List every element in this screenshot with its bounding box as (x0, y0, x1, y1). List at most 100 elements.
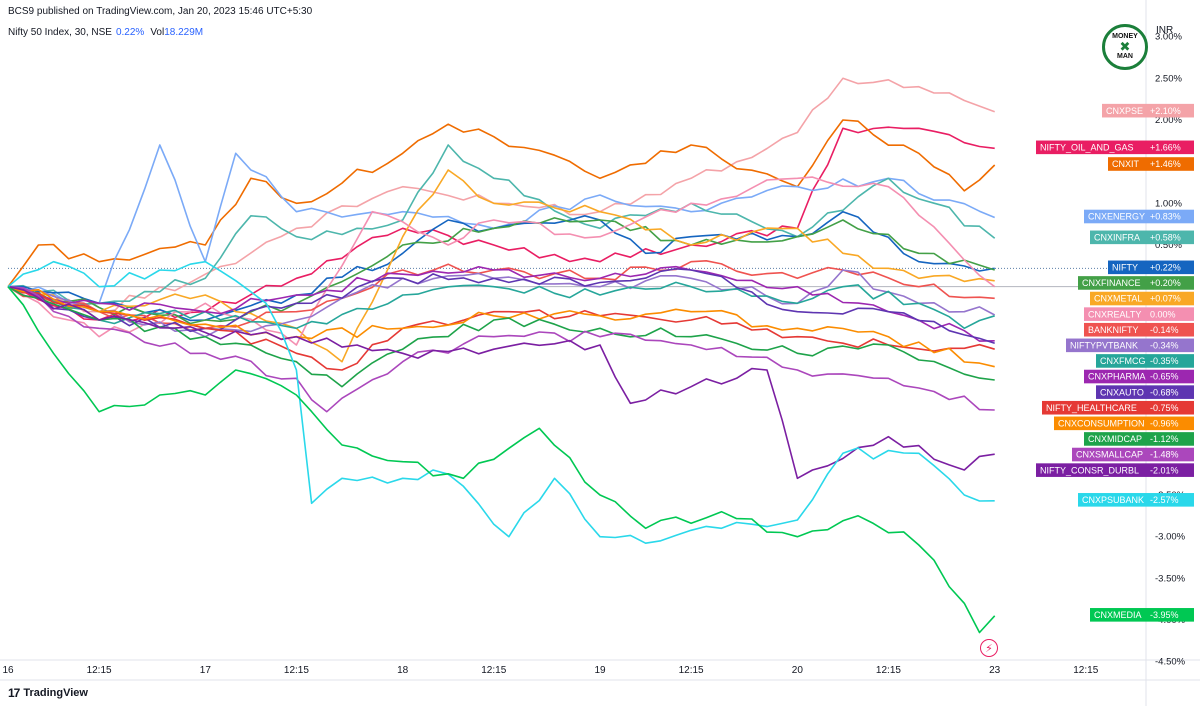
y-tick-label: -3.50% (1155, 573, 1186, 584)
series-name-label: NIFTY (1112, 263, 1138, 273)
x-tick-label: 23 (989, 665, 1001, 676)
volume-label: Vol (150, 27, 165, 38)
series-name-tag (1084, 369, 1146, 384)
series-value-tag (1146, 209, 1194, 224)
series-name-tag (1096, 385, 1146, 399)
x-tick-label: 16 (2, 665, 14, 676)
series-value-label: -3.95% (1150, 610, 1179, 620)
series-value-tag (1146, 338, 1194, 353)
series-line-cnxsmallcap (7, 285, 995, 413)
series-name-tag (1096, 354, 1146, 368)
series-name-tag (1084, 322, 1146, 337)
series-line-cnxconsumption (7, 285, 995, 368)
series-value-label: -2.01% (1150, 465, 1179, 475)
series-value-label: -0.34% (1150, 341, 1179, 351)
series-name-label: CNXMIDCAP (1088, 434, 1142, 444)
series-value-tag (1146, 416, 1194, 431)
series-name-tag (1090, 608, 1146, 622)
logo-mark: ✖ (1119, 39, 1131, 54)
tradingview-brand: TradingView (23, 687, 88, 699)
x-tick-label: 19 (594, 665, 606, 676)
series-name-label: NIFTY_CONSR_DURBL (1040, 465, 1139, 475)
series-name-label: CNXMEDIA (1094, 610, 1142, 620)
y-tick-label: 0.50% (1155, 240, 1182, 251)
y-tick-label: 2.50% (1155, 73, 1182, 84)
series-value-tag (1146, 354, 1194, 368)
series-name-label: CNXPHARMA (1088, 372, 1146, 382)
series-name-tag (1084, 432, 1146, 446)
series-value-tag (1146, 307, 1194, 321)
tradingview-footer[interactable]: 17 TradingView (8, 686, 88, 700)
series-name-tag (1078, 276, 1146, 290)
series-value-label: +0.58% (1150, 233, 1181, 243)
series-value-label: -1.48% (1150, 450, 1179, 460)
series-name-label: CNXMETAL (1094, 294, 1142, 304)
series-value-label: -1.12% (1150, 434, 1179, 444)
series-line-nifty_consr_durbl (7, 285, 995, 480)
logo-top-text: MONEY (1112, 33, 1138, 40)
symbol-legend: Nifty 50 Index, 30, NSE 0.22% Vol18.229M (8, 27, 203, 38)
symbol-name: Nifty 50 Index, 30, NSE (8, 27, 112, 38)
series-value-label: +1.46% (1150, 159, 1181, 169)
series-name-tag (1102, 103, 1146, 118)
series-value-label: +2.10% (1150, 106, 1181, 116)
logo-bottom-text: MAN (1117, 53, 1133, 60)
currency-label[interactable]: INR (1156, 25, 1174, 36)
moneyman-logo: MONEY ✖ MAN (1102, 24, 1148, 70)
series-value-label: -0.14% (1150, 325, 1179, 335)
x-tick-label: 20 (792, 665, 804, 676)
series-value-tag (1146, 493, 1194, 507)
symbol-change: 0.22% (115, 27, 145, 38)
series-name-label: CNXINFRA (1094, 233, 1140, 243)
series-value-label: +0.83% (1150, 212, 1181, 222)
series-value-tag (1146, 260, 1194, 275)
series-name-tag (1054, 416, 1146, 431)
series-value-label: -0.68% (1150, 387, 1179, 397)
series-value-label: -0.35% (1150, 356, 1179, 366)
series-line-cnxfinance (7, 217, 995, 325)
x-tick-label: 12:15 (284, 665, 309, 676)
series-name-tag (1108, 260, 1146, 275)
publisher-info: BCS9 published on TradingView.com, Jan 2… (8, 6, 313, 17)
y-tick-label: 1.00% (1155, 198, 1182, 209)
series-name-label: CNXPSE (1106, 106, 1143, 116)
series-name-label: CNXREALTY (1088, 309, 1141, 319)
series-line-cnxpsubank (7, 260, 995, 544)
x-tick-label: 12:15 (481, 665, 506, 676)
x-tick-label: 12:15 (876, 665, 901, 676)
series-name-label: CNXENERGY (1088, 212, 1145, 222)
series-name-tag (1090, 291, 1146, 306)
series-value-label: -2.57% (1150, 495, 1179, 505)
series-name-label: CNXFMCG (1100, 356, 1146, 366)
series-value-tag (1146, 140, 1194, 155)
series-value-tag (1146, 157, 1194, 171)
series-line-cnxpse (7, 77, 995, 313)
lightning-icon[interactable]: ⚡ (980, 639, 998, 657)
series-line-cnxmetal (7, 169, 995, 363)
series-value-label: +1.66% (1150, 143, 1181, 153)
series-name-tag (1108, 157, 1146, 171)
series-name-label: CNXCONSUMPTION (1058, 419, 1145, 429)
series-name-tag (1084, 307, 1146, 321)
series-line-cnxmedia (7, 286, 996, 634)
series-value-label: +0.20% (1150, 278, 1181, 288)
volume-value: 18.229M (164, 27, 204, 38)
series-value-tag (1146, 322, 1194, 337)
series-value-label: -0.96% (1150, 419, 1179, 429)
series-value-tag (1146, 447, 1194, 462)
series-line-cnxfmcg (7, 281, 995, 330)
series-line-cnxit (7, 119, 996, 288)
series-name-tag (1078, 493, 1146, 507)
series-value-label: 0.00% (1150, 309, 1176, 319)
series-value-tag (1146, 103, 1194, 118)
series-name-label: CNXPSUBANK (1082, 495, 1144, 505)
series-value-tag (1146, 463, 1194, 477)
x-tick-label: 17 (200, 665, 212, 676)
series-value-tag (1146, 369, 1194, 384)
series-name-label: CNXFINANCE (1082, 278, 1141, 288)
x-tick-label: 12:15 (679, 665, 704, 676)
series-line-cnxauto (7, 268, 995, 345)
series-value-label: -0.65% (1150, 372, 1179, 382)
series-name-label: BANKNIFTY (1088, 325, 1139, 335)
